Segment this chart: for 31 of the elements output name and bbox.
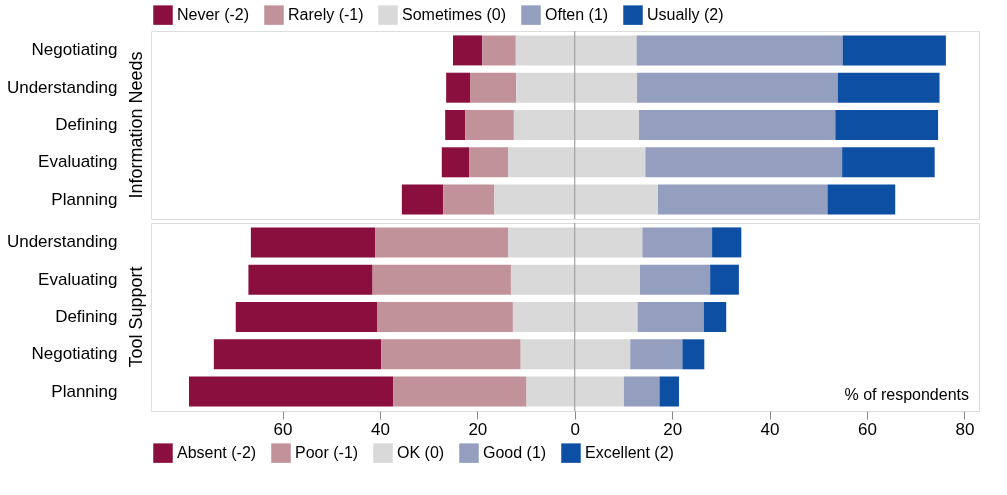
x-tick-label: 20: [468, 419, 488, 439]
legend-label: Usually (2): [647, 6, 724, 24]
y-tick-label: Planning: [51, 381, 118, 401]
y-tick-label: Evaluating: [38, 152, 118, 172]
legend-label: Absent (-2): [177, 444, 257, 462]
legend-label: Rarely (-1): [288, 6, 364, 24]
x-tick-label: 40: [760, 419, 780, 439]
x-tick-label: 60: [273, 419, 293, 439]
y-tick-label: Evaluating: [38, 269, 118, 289]
y-tick-label: Defining: [55, 307, 118, 326]
y-tick-label: Understanding: [6, 232, 118, 252]
y-tick-label: Defining: [55, 115, 118, 134]
x-tick-label: 20: [663, 419, 683, 439]
legend-label: OK (0): [397, 444, 445, 462]
legend-label: Excellent (2): [585, 444, 674, 462]
text: Tool Support: [126, 266, 146, 368]
legend-label: Never (-2): [177, 6, 250, 24]
legend-label: Good (1): [483, 444, 547, 462]
y-tick-label: Understanding: [6, 77, 118, 97]
legend-label: Sometimes (0): [402, 6, 507, 24]
y-tick-label: Negotiating: [31, 344, 118, 364]
text: Information Needs: [126, 51, 146, 199]
x-tick-label: 40: [370, 419, 390, 439]
y-tick-label: Planning: [51, 189, 118, 209]
x-tick-label: 60: [858, 419, 877, 439]
legend-label: Poor (-1): [295, 444, 359, 462]
x-tick-label: 0: [570, 419, 580, 439]
annotation: % of respondents: [844, 386, 969, 403]
x-tick-label: 80: [955, 419, 975, 439]
y-tick-label: Negotiating: [31, 40, 118, 60]
legend-label: Often (1): [545, 6, 609, 24]
